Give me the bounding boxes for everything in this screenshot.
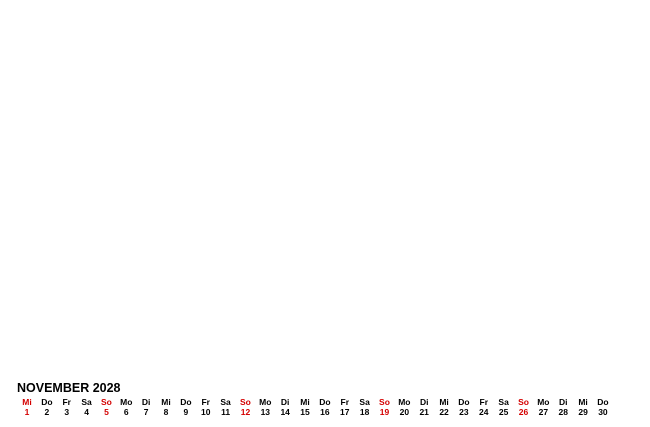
day-number: 20 bbox=[399, 407, 410, 417]
day-cell: Mi 22 bbox=[434, 397, 454, 417]
day-of-week: Sa bbox=[220, 397, 231, 407]
day-of-week: Mi bbox=[22, 397, 32, 407]
day-number: 1 bbox=[24, 407, 30, 417]
day-cell: Di 14 bbox=[275, 397, 295, 417]
day-number: 2 bbox=[44, 407, 50, 417]
day-of-week: Mo bbox=[120, 397, 133, 407]
day-cell: Mi 1 bbox=[17, 397, 37, 417]
day-number: 10 bbox=[201, 407, 211, 417]
day-cell: Sa 18 bbox=[355, 397, 375, 417]
day-of-week: Mo bbox=[537, 397, 550, 407]
day-cell: Fr 24 bbox=[474, 397, 494, 417]
day-number: 29 bbox=[578, 407, 588, 417]
day-of-week: Mi bbox=[300, 397, 310, 407]
day-of-week: Fr bbox=[201, 397, 210, 407]
day-of-week: Mi bbox=[161, 397, 171, 407]
day-number: 13 bbox=[260, 407, 271, 417]
day-number: 28 bbox=[558, 407, 568, 417]
day-cell: Sa 4 bbox=[77, 397, 97, 417]
day-cell: Fr 3 bbox=[57, 397, 77, 417]
day-number: 12 bbox=[240, 407, 251, 417]
day-of-week: Do bbox=[180, 397, 192, 407]
day-cell: Di 28 bbox=[553, 397, 573, 417]
day-of-week: Fr bbox=[340, 397, 350, 407]
month-title: NOVEMBER 2028 bbox=[17, 381, 121, 395]
day-number: 27 bbox=[538, 407, 549, 417]
day-number: 17 bbox=[340, 407, 350, 417]
day-of-week: Mo bbox=[259, 397, 272, 407]
day-of-week: Mi bbox=[439, 397, 449, 407]
day-cell: Mo 6 bbox=[116, 397, 136, 417]
day-cell: Mo 20 bbox=[394, 397, 414, 417]
day-of-week: Mo bbox=[398, 397, 411, 407]
day-of-week: So bbox=[518, 397, 529, 407]
day-of-week: Do bbox=[597, 397, 609, 407]
day-number: 21 bbox=[419, 407, 429, 417]
day-of-week: Mi bbox=[578, 397, 588, 407]
day-cell: Fr 10 bbox=[196, 397, 216, 417]
day-of-week: Di bbox=[280, 397, 290, 407]
day-of-week: So bbox=[379, 397, 390, 407]
day-number: 6 bbox=[123, 407, 129, 417]
day-number: 9 bbox=[183, 407, 189, 417]
day-number: 8 bbox=[163, 407, 169, 417]
day-cell: So 5 bbox=[96, 397, 116, 417]
day-cell: Mi 8 bbox=[156, 397, 176, 417]
day-cell: Sa 11 bbox=[216, 397, 236, 417]
day-of-week: Sa bbox=[498, 397, 509, 407]
day-of-week: Sa bbox=[81, 397, 92, 407]
day-cell: Mi 15 bbox=[295, 397, 315, 417]
day-cell: So 12 bbox=[235, 397, 255, 417]
day-strip: Mi 1 Do 2 Fr 3 Sa 4 So 5 Mo 6 Di 7 Mi 8 Do 9 Fr 10 Sa 11 So 12 M… bbox=[17, 397, 617, 421]
day-number: 18 bbox=[359, 407, 370, 417]
day-of-week: Di bbox=[419, 397, 429, 407]
day-of-week: Do bbox=[458, 397, 470, 407]
day-number: 16 bbox=[320, 407, 330, 417]
day-of-week: Do bbox=[319, 397, 331, 407]
day-cell: So 26 bbox=[514, 397, 534, 417]
day-cell: Mo 27 bbox=[533, 397, 553, 417]
day-number: 25 bbox=[498, 407, 509, 417]
day-of-week: Di bbox=[141, 397, 151, 407]
day-number: 30 bbox=[598, 407, 608, 417]
day-number: 15 bbox=[300, 407, 310, 417]
day-number: 7 bbox=[143, 407, 149, 417]
day-cell: Di 21 bbox=[414, 397, 434, 417]
day-number: 19 bbox=[379, 407, 390, 417]
day-cell: Do 9 bbox=[176, 397, 196, 417]
day-cell: Do 2 bbox=[37, 397, 57, 417]
day-cell: Mi 29 bbox=[573, 397, 593, 417]
day-cell: Di 7 bbox=[136, 397, 156, 417]
day-of-week: Fr bbox=[479, 397, 489, 407]
day-number: 4 bbox=[84, 407, 89, 417]
day-number: 14 bbox=[280, 407, 290, 417]
day-of-week: Do bbox=[41, 397, 53, 407]
day-number: 11 bbox=[221, 407, 231, 417]
day-number: 23 bbox=[459, 407, 469, 417]
day-of-week: Sa bbox=[359, 397, 370, 407]
day-cell: Fr 17 bbox=[335, 397, 355, 417]
day-of-week: Di bbox=[558, 397, 568, 407]
day-number: 3 bbox=[64, 407, 70, 417]
day-cell: Do 16 bbox=[315, 397, 335, 417]
day-cell: Do 30 bbox=[593, 397, 613, 417]
day-cell: Do 23 bbox=[454, 397, 474, 417]
day-number: 24 bbox=[479, 407, 489, 417]
day-cell: Mo 13 bbox=[255, 397, 275, 417]
day-of-week: So bbox=[101, 397, 112, 407]
day-cell: Sa 25 bbox=[494, 397, 514, 417]
day-cell: So 19 bbox=[374, 397, 394, 417]
day-of-week: Fr bbox=[62, 397, 71, 407]
day-of-week: So bbox=[240, 397, 251, 407]
day-number: 5 bbox=[104, 407, 109, 417]
day-number: 26 bbox=[518, 407, 529, 417]
day-number: 22 bbox=[439, 407, 449, 417]
